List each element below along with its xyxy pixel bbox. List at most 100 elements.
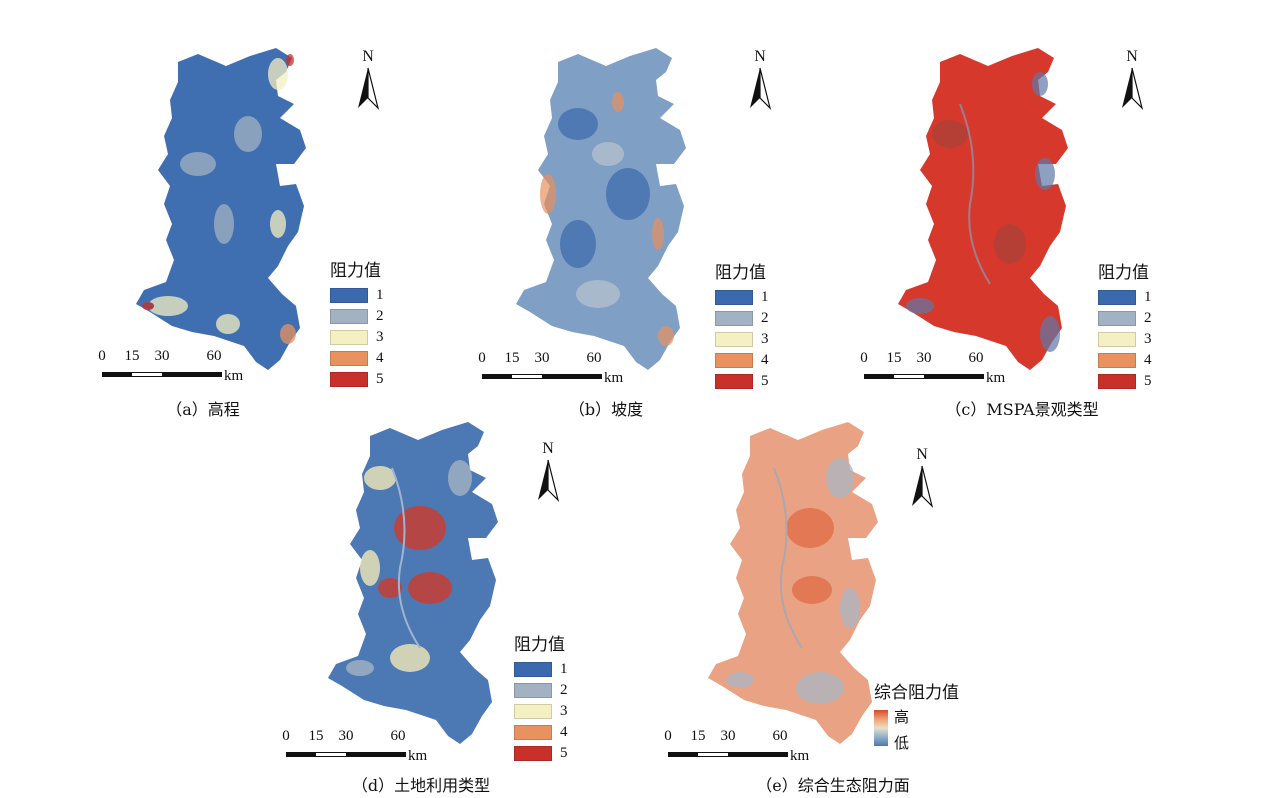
scale-tick: 15 [124, 348, 140, 364]
legend-swatch [1098, 374, 1136, 389]
legend-item: 2 [514, 680, 568, 701]
legend-item: 5 [715, 371, 769, 392]
gradient-high-label: 高 [894, 708, 910, 726]
legend-item: 3 [1098, 329, 1152, 350]
legend-item: 4 [514, 722, 568, 743]
legend-swatch [330, 288, 368, 303]
legend-item: 2 [1098, 308, 1152, 329]
scale-bar-graphic [668, 752, 788, 757]
map-a [136, 48, 306, 370]
legend-swatch [514, 683, 552, 698]
map-b [516, 48, 686, 370]
scale-bar: 0 15 30 60 km [860, 350, 1022, 392]
panel-a: N 阻力值 1 2 3 4 5 0 15 30 60 km [98, 40, 420, 420]
legend-swatch [330, 351, 368, 366]
scale-tick: 60 [206, 348, 222, 364]
legend-item: 5 [330, 369, 384, 390]
legend-label: 3 [761, 331, 769, 347]
north-arrow-icon [1122, 67, 1144, 110]
scale-tick: 15 [308, 728, 324, 744]
scale-tick: 60 [390, 728, 406, 744]
legend-item: 1 [514, 659, 568, 680]
legend-label: 2 [761, 310, 769, 326]
north-arrow: N [528, 440, 568, 504]
scale-tick: 30 [154, 348, 170, 364]
legend-label: 5 [376, 371, 384, 387]
north-label: N [362, 48, 374, 65]
legend-title: 综合阻力值 [874, 683, 959, 703]
legend-swatch [715, 353, 753, 368]
legend-item: 3 [330, 327, 384, 348]
scale-tick: 30 [338, 728, 354, 744]
scale-bar: 0 15 30 60 km [662, 728, 822, 770]
scale-tick: 30 [916, 350, 932, 366]
scale-unit: km [408, 748, 428, 764]
legend-label: 3 [376, 329, 384, 345]
legend-label: 1 [560, 661, 568, 677]
north-arrow-icon [750, 67, 772, 110]
scale-bar: 0 15 30 60 km [278, 728, 438, 770]
legend-label: 1 [1144, 289, 1152, 305]
caption-d: （d）土地利用类型 [351, 776, 491, 795]
caption-e: （e）综合生态阻力面 [756, 776, 910, 795]
legend-item: 2 [330, 306, 384, 327]
scale-unit: km [224, 368, 244, 384]
legend-swatch [330, 309, 368, 324]
legend-label: 4 [376, 350, 384, 366]
legend-b: 阻力值 1 2 3 4 5 [715, 258, 769, 392]
legend-item: 1 [330, 285, 384, 306]
scale-tick: 0 [478, 350, 486, 366]
legend-item: 4 [330, 348, 384, 369]
north-arrow-icon [912, 465, 934, 508]
scale-unit: km [986, 370, 1006, 386]
legend-swatch [514, 746, 552, 761]
scale-bar-graphic [102, 372, 222, 377]
legend-item: 5 [514, 743, 568, 764]
legend-item: 3 [715, 329, 769, 350]
scale-tick: 60 [772, 728, 788, 744]
panel-b: N 阻力值 1 2 3 4 5 0 15 30 60 km [478, 40, 800, 420]
panel-d: N 阻力值 1 2 3 4 5 0 15 30 60 km [282, 418, 610, 778]
legend-label: 4 [761, 352, 769, 368]
legend-label: 5 [1144, 373, 1152, 389]
scale-tick: 15 [886, 350, 902, 366]
legend-d: 阻力值 1 2 3 4 5 [514, 630, 568, 764]
legend-title: 阻力值 [330, 261, 381, 281]
legend-label: 5 [761, 373, 769, 389]
scale-tick: 0 [282, 728, 290, 744]
legend-item: 3 [514, 701, 568, 722]
legend-a: 阻力值 1 2 3 4 5 [330, 256, 384, 390]
north-label: N [1126, 48, 1138, 65]
scale-tick: 60 [586, 350, 602, 366]
legend-item: 2 [715, 308, 769, 329]
legend-swatch [514, 704, 552, 719]
scale-tick: 0 [98, 348, 106, 364]
north-label: N [542, 440, 554, 457]
legend-label: 1 [761, 289, 769, 305]
legend-swatch [514, 662, 552, 677]
legend-swatch [330, 372, 368, 387]
scale-tick: 60 [968, 350, 984, 366]
caption-c: （c）MSPA景观类型 [945, 400, 1099, 419]
scale-tick: 0 [664, 728, 672, 744]
panel-e: N 综合阻力值 高 低 0 15 30 60 km [664, 418, 1020, 778]
scale-tick: 30 [534, 350, 550, 366]
map-e [708, 422, 878, 744]
gradient-low-label: 低 [894, 734, 910, 752]
legend-label: 4 [560, 724, 568, 740]
legend-swatch [1098, 290, 1136, 305]
legend-swatch [715, 332, 753, 347]
scale-tick: 0 [860, 350, 868, 366]
north-arrow-icon [538, 459, 560, 502]
panel-c: N 阻力值 1 2 3 4 5 0 15 30 60 km [860, 40, 1182, 420]
legend-swatch [715, 374, 753, 389]
north-arrow: N [1112, 48, 1152, 112]
north-label: N [916, 446, 928, 463]
caption-a: （a）高程 [166, 400, 240, 419]
legend-label: 2 [376, 308, 384, 324]
scale-bar-graphic [864, 374, 984, 379]
legend-c: 阻力值 1 2 3 4 5 [1098, 258, 1152, 392]
north-arrow: N [902, 446, 942, 510]
scale-unit: km [604, 370, 624, 386]
region-shape [898, 48, 1068, 370]
